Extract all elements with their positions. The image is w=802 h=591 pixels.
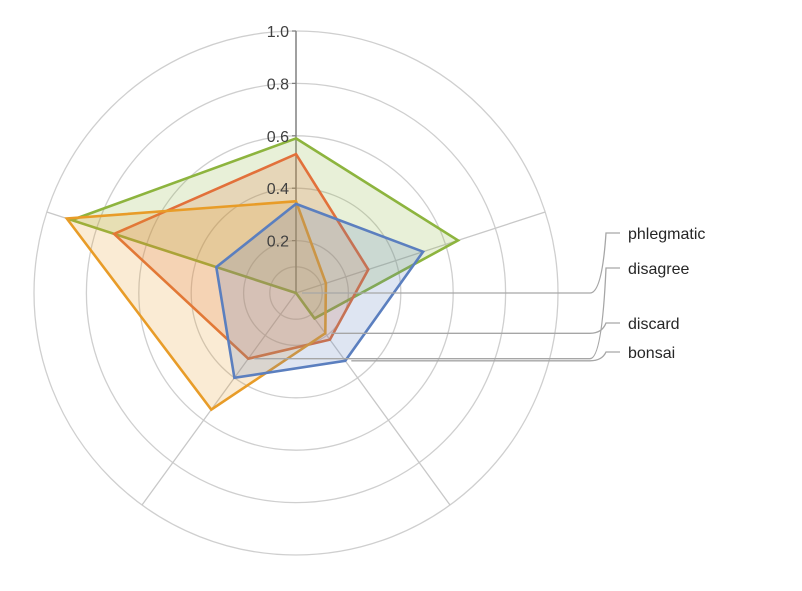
radial-tick-label: 0.4	[267, 181, 289, 198]
series-polygons	[64, 136, 461, 412]
leader-line-discard	[331, 322, 620, 334]
radial-tick-labels: 0.2 0.4 0.6 0.8 1.0	[267, 24, 289, 251]
axis-spoke	[141, 292, 297, 506]
leader-line-disagree	[254, 267, 620, 360]
leader-line-bonsai	[351, 351, 620, 362]
radial-tick-label: 1.0	[267, 24, 289, 41]
series-label-disagree: disagree	[628, 261, 689, 278]
series-polygon-disagree	[111, 152, 370, 361]
series-label-discard: discard	[628, 316, 680, 333]
series-label-phlegmatic: phlegmatic	[628, 226, 705, 243]
axis-spoke	[295, 211, 546, 294]
leader-line-phlegmatic	[302, 232, 620, 294]
axis-spoke	[295, 292, 451, 506]
series-labels: phlegmatic disagree discard bonsai	[254, 226, 705, 362]
radial-tick-label: 0.8	[267, 76, 289, 93]
radial-tick-label: 0.6	[267, 129, 289, 146]
series-polygon-bonsai	[214, 202, 426, 380]
series-label-bonsai: bonsai	[628, 345, 675, 362]
radial-tick-label: 0.2	[267, 234, 289, 251]
